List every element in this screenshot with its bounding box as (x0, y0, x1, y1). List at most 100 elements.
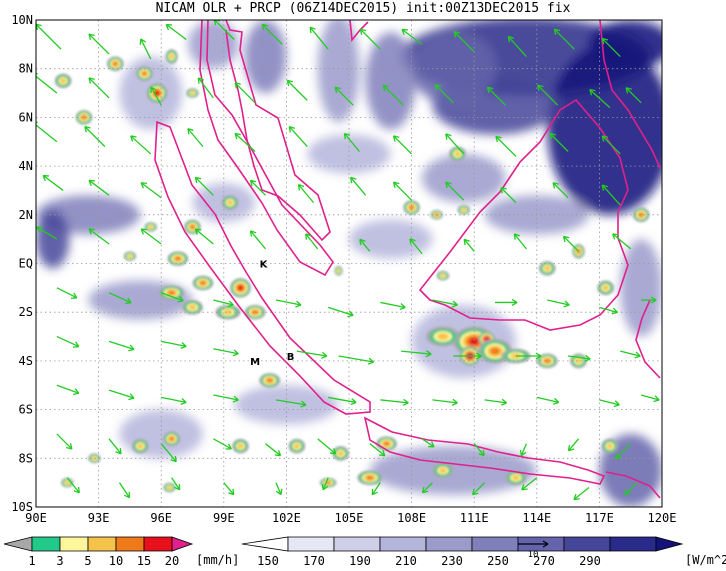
precip-colorbar-label-15: 15 (137, 554, 151, 568)
wind-vector-23 (537, 84, 559, 106)
olr-cloud-21 (599, 433, 662, 507)
wind-vector-32 (343, 132, 360, 152)
olr-colorbar-swatch-8 (609, 536, 657, 552)
precip-cell-37-level-3 (137, 443, 144, 449)
wind-vector-112 (223, 482, 235, 496)
precip-cell-4-level-3 (437, 333, 449, 340)
x-tick-90E: 90E (25, 511, 47, 525)
precip-cell-34-level-3 (440, 274, 445, 278)
site-marker-M: M (250, 357, 260, 368)
wind-vector-88 (213, 394, 239, 403)
precip-cell-8-level-4 (168, 290, 176, 295)
wind-vector-76 (161, 340, 187, 349)
precip-cell-18-level-4 (266, 378, 273, 383)
wind-vector-108 (615, 443, 632, 460)
olr-colorbar-label-190: 190 (349, 554, 371, 568)
olr-colorbar-swatch-9 (655, 536, 684, 552)
wind-vector-87 (161, 396, 187, 405)
olr-cloud-4 (411, 32, 496, 106)
y-tick-8N: 8N (19, 62, 33, 76)
wind-vector-37 (601, 135, 621, 155)
wind-vector-40 (140, 182, 162, 199)
wind-vector-74 (56, 335, 80, 348)
olr-cloud-11 (36, 209, 70, 269)
wind-vector-102 (317, 438, 337, 455)
x-tick-93E: 93E (88, 511, 110, 525)
coastline-sulawesi (635, 299, 661, 379)
precip-cell-46-level-3 (92, 456, 97, 460)
precip-cell-45-level-3 (607, 443, 613, 449)
x-axis-tick-labels: 90E 93E 96E 99E 102E 105E 108E 111E 114E 117E 120E (25, 511, 676, 525)
wind-vector-29 (187, 128, 204, 148)
wind-vector-119 (573, 487, 590, 501)
precip-colorbar-swatch-2 (59, 536, 89, 552)
x-tick-102E: 102E (272, 511, 301, 525)
wind-vector-55 (305, 233, 319, 250)
precip-cell-12-level-3 (223, 309, 233, 315)
olr-colorbar-swatch-3 (379, 536, 427, 552)
precip-cell-44-level-3 (512, 475, 520, 481)
reference-wind-vector-label: 10 (528, 550, 539, 560)
lat-lon-grid (36, 20, 662, 507)
precip-cell-24-level-3 (60, 78, 66, 84)
coastline-lesser-sunda (605, 471, 661, 499)
wind-vector-93 (484, 398, 508, 406)
wind-vector-83 (568, 354, 591, 362)
x-tick-117E: 117E (585, 511, 614, 525)
wind-vector-42 (249, 179, 266, 196)
wind-vector-49 (601, 184, 621, 206)
wind-vector-18 (286, 79, 308, 101)
wind-vector-15 (150, 86, 162, 106)
wind-vector-82 (515, 352, 542, 360)
wind-vector-51 (88, 228, 110, 245)
wind-vector-33 (392, 135, 413, 155)
precip-cell-15-level-4 (190, 224, 195, 229)
wind-vector-layer (36, 20, 660, 501)
olr-colorbar-label-150: 150 (257, 554, 279, 568)
precip-colorbar-label-10: 10 (109, 554, 123, 568)
wind-vector-31 (288, 125, 308, 148)
olr-colorbar-swatch-1 (287, 536, 335, 552)
precip-cell-11-level-4 (252, 310, 258, 315)
precip-cell-29-level-3 (454, 151, 461, 157)
olr-cloud-13 (307, 134, 391, 174)
y-tick-8S: 8S (19, 451, 33, 465)
wind-vector-57 (409, 238, 423, 255)
wind-vector-113 (275, 482, 283, 496)
wind-vector-1 (88, 33, 110, 55)
wind-vector-62 (56, 287, 78, 299)
y-tick-4S: 4S (19, 354, 33, 368)
wind-vector-90 (328, 396, 357, 406)
wind-vector-92 (432, 398, 458, 406)
precip-colorbar-swatch-6 (171, 536, 194, 552)
precip-cell-28-level-3 (461, 208, 466, 212)
wind-vector-14 (88, 77, 110, 99)
olr-colorbar-label-210: 210 (395, 554, 417, 568)
y-tick-4N: 4N (19, 159, 33, 173)
wind-vector-61 (612, 233, 632, 250)
wind-vector-38 (42, 174, 64, 191)
coastline-philippines (599, 20, 661, 169)
wind-vector-36 (549, 132, 569, 152)
wind-vector-73 (641, 296, 657, 304)
wind-vector-77 (213, 348, 239, 357)
wind-vector-6 (309, 26, 329, 50)
wind-vector-54 (249, 230, 267, 250)
precip-colorbar-swatch-0 (3, 536, 33, 552)
precip-cell-42-level-4 (366, 475, 374, 480)
precip-cell-22-level-3 (169, 54, 174, 59)
site-marker-K: K (260, 260, 269, 271)
wind-vector-20 (382, 84, 404, 106)
olr-colorbar-label-230: 230 (441, 554, 463, 568)
coastline-layer (154, 20, 661, 499)
precip-cell-32-level-3 (602, 285, 609, 291)
precip-cell-3-level-4 (490, 347, 500, 355)
olr-cloud-1 (547, 44, 662, 215)
wind-vector-65 (213, 299, 234, 308)
precip-cell-7-level-3 (575, 358, 582, 364)
precip-cell-20-level-4 (142, 71, 147, 76)
wind-vector-16 (197, 77, 214, 99)
y-tick-6S: 6S (19, 403, 33, 417)
x-tick-108E: 108E (397, 511, 426, 525)
olr-colorbar-swatch-0 (241, 536, 289, 552)
